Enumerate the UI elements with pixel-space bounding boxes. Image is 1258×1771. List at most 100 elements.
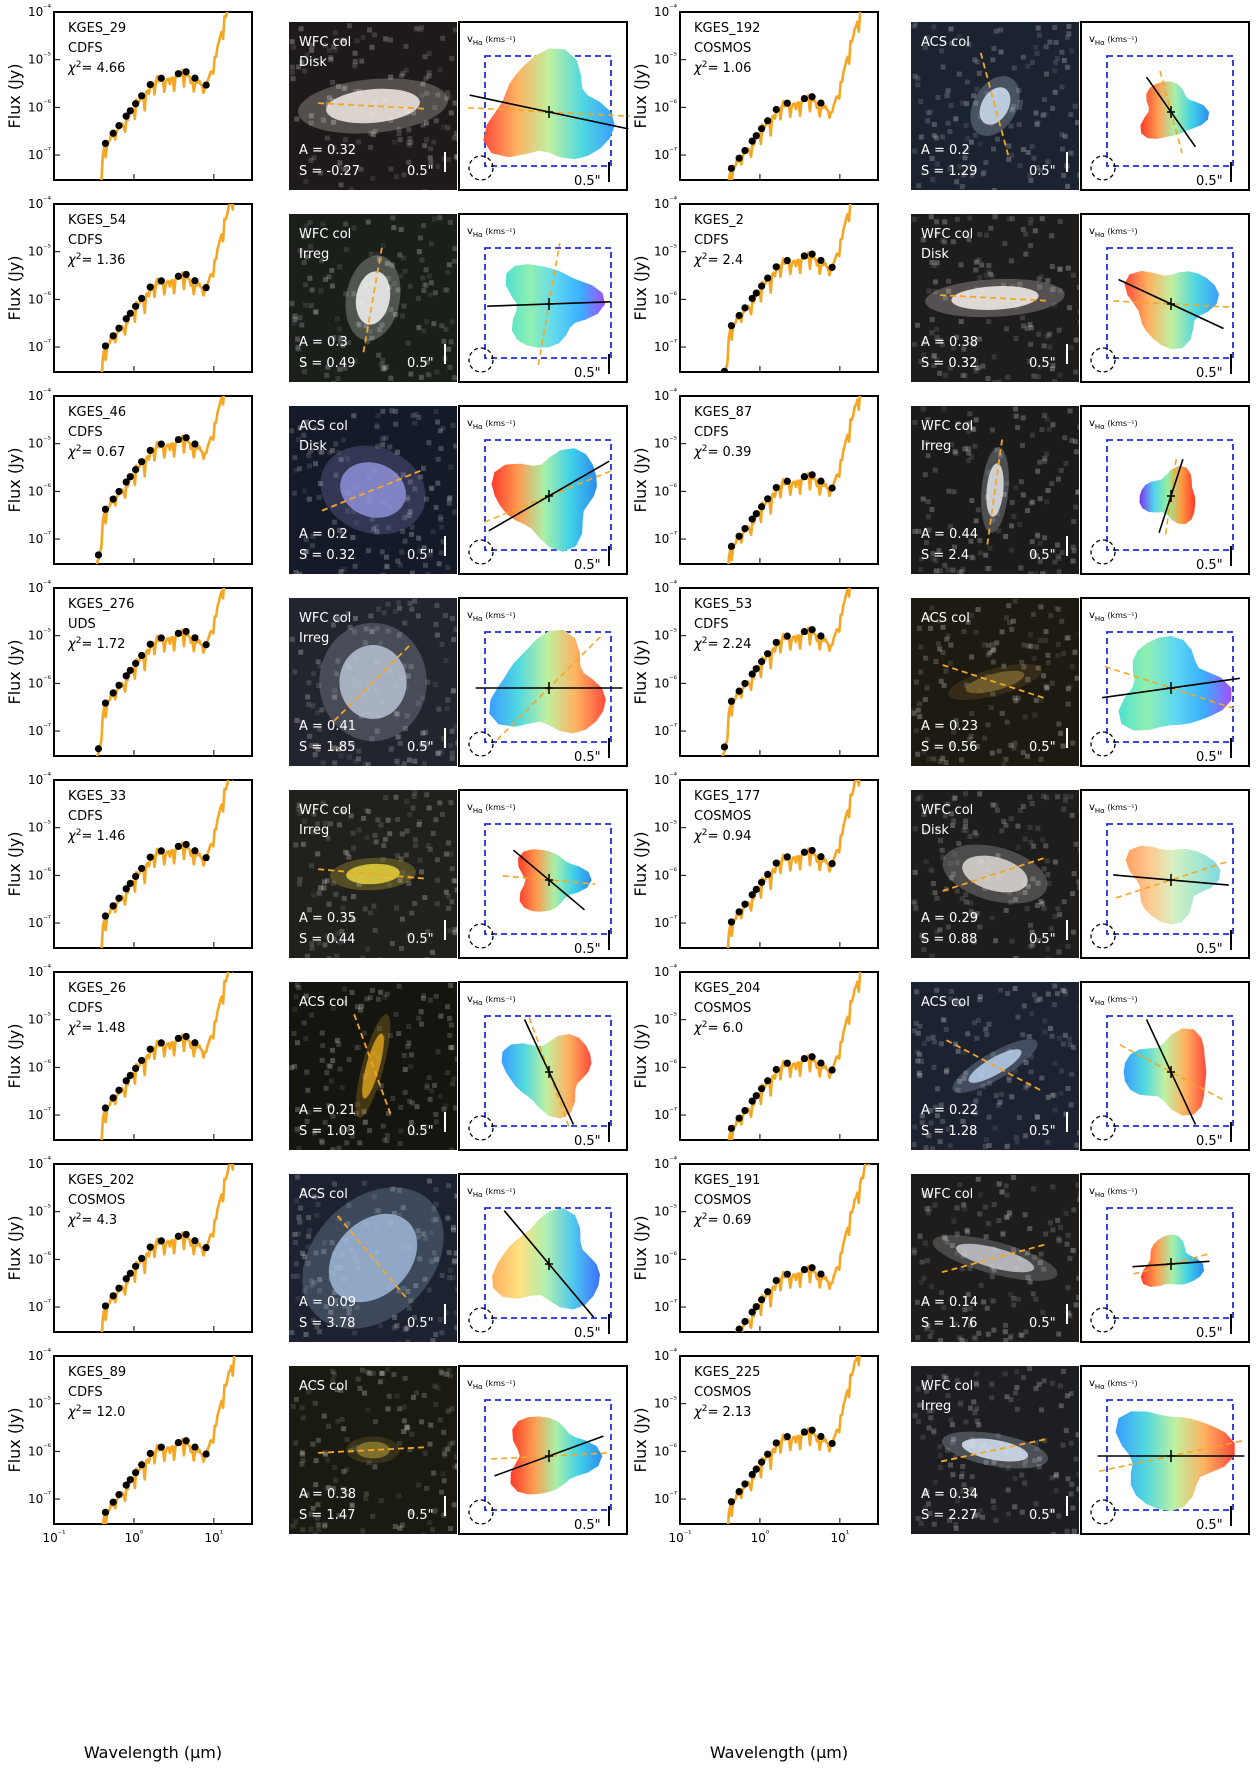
noise-pixel [437,428,443,434]
noise-pixel [408,371,414,377]
noise-pixel [346,854,352,860]
noise-pixel [308,243,314,249]
galaxy-field: CDFS [68,1385,103,1400]
noise-pixel [984,1305,990,1311]
noise-pixel [959,1474,965,1480]
noise-pixel [911,216,917,222]
scale-bar-label: 0.5" [1029,548,1056,563]
noise-pixel [929,506,935,512]
sed-photometry-point [783,256,791,265]
noise-pixel [300,1527,306,1533]
noise-pixel [388,74,394,80]
noise-pixel [946,1517,952,1523]
sed-photometry-point [764,495,772,503]
noise-pixel [976,1422,982,1428]
sed-photometry-point [752,132,760,140]
noise-pixel [998,453,1004,459]
image-type-label: WFC col [921,1187,973,1202]
image-type-label: WFC col [299,611,351,626]
sed-photometry-point [828,263,836,271]
noise-pixel [1070,1044,1076,1050]
noise-pixel [293,467,299,473]
sed-photometry-point [735,908,743,916]
noise-pixel [346,754,352,760]
noise-pixel [336,1513,342,1519]
noise-pixel [1005,1487,1011,1493]
sed-photometry-point [115,1086,123,1094]
noise-pixel [1039,1075,1045,1081]
noise-pixel [371,1194,377,1200]
noise-pixel [340,809,346,815]
scale-bar-label: 0.5" [1196,174,1223,189]
noise-pixel [1037,1260,1043,1266]
noise-pixel [931,1521,937,1527]
noise-pixel [328,57,334,63]
noise-pixel [331,1464,337,1470]
noise-pixel [1036,1464,1042,1470]
noise-pixel [353,358,359,364]
noise-pixel [363,323,369,329]
noise-pixel [326,901,332,907]
noise-pixel [338,753,344,759]
noise-pixel [1068,345,1074,351]
noise-pixel [1045,660,1051,666]
sed-photometry-point [783,1270,791,1278]
noise-pixel [446,496,452,502]
noise-pixel [446,1368,452,1374]
noise-pixel [429,486,435,492]
sed-photometry-point [101,1508,110,1516]
noise-pixel [319,258,325,264]
velocity-map [492,1208,600,1310]
ifu-field-box [484,1399,612,1511]
noise-pixel [1038,756,1044,762]
noise-pixel [324,933,330,939]
noise-pixel [925,417,931,423]
noise-pixel [453,626,457,632]
asymmetry-label: A = 0.34 [921,1487,978,1502]
noise-pixel [330,1058,336,1064]
noise-pixel [291,1030,297,1036]
noise-pixel [1017,104,1023,110]
noise-pixel [1004,1214,1010,1220]
y-tick-label: 10⁻⁵ [654,1010,677,1026]
noise-pixel [931,132,937,138]
y-tick-label: 10⁻⁴ [28,771,52,787]
sed-photometry-point [758,282,766,290]
y-tick-label: 10⁻⁴ [654,387,678,403]
noise-pixel [925,1210,931,1216]
noise-pixel [917,1023,923,1029]
noise-pixel [934,260,940,266]
noise-pixel [1056,556,1062,562]
noise-pixel [292,1006,298,1012]
noise-pixel [387,37,393,43]
noise-pixel [1070,272,1076,278]
sed-photometry-point [817,477,825,485]
noise-pixel [915,1386,921,1392]
sed-photometry-point [758,1458,766,1466]
noise-pixel [334,953,340,958]
noise-pixel [449,755,455,761]
scale-bar-label: 0.5" [1029,1508,1056,1523]
noise-pixel [418,374,424,380]
velocity-map [491,448,597,552]
noise-pixel [1035,825,1041,831]
noise-pixel [1030,611,1036,617]
noise-pixel [350,1133,356,1139]
noise-pixel [1020,147,1026,153]
noise-pixel [303,282,309,288]
noise-pixel [372,128,378,134]
noise-pixel [1034,644,1040,650]
noise-pixel [434,603,440,609]
noise-pixel [936,548,942,554]
noise-pixel [972,443,978,449]
noise-pixel [986,470,992,476]
noise-pixel [1056,721,1062,727]
velocity-label: vHα (kms⁻¹) [1089,34,1138,47]
noise-pixel [968,538,974,544]
noise-pixel [1047,39,1053,45]
noise-pixel [1029,1054,1035,1060]
noise-pixel [964,101,970,107]
noise-pixel [950,1439,956,1445]
noise-pixel [1015,823,1021,829]
noise-pixel [941,682,947,688]
